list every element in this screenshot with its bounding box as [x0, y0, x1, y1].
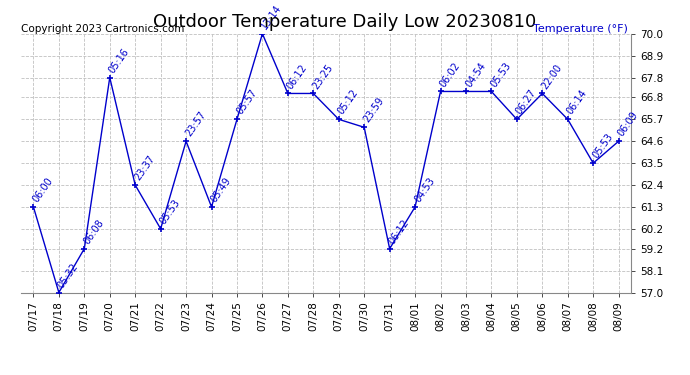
Text: 23:37: 23:37 [132, 154, 157, 182]
Text: 23:25: 23:25 [310, 62, 335, 91]
Text: 06:12: 06:12 [387, 217, 411, 246]
Text: 06:27: 06:27 [514, 88, 538, 117]
Text: Temperature (°F): Temperature (°F) [533, 24, 628, 34]
Text: 05:16: 05:16 [107, 46, 131, 75]
Text: 05:53: 05:53 [591, 132, 615, 160]
Text: 04:53: 04:53 [413, 176, 437, 204]
Text: 05:12: 05:12 [336, 88, 360, 117]
Text: 05:57: 05:57 [235, 88, 259, 117]
Text: 06:14: 06:14 [565, 88, 589, 117]
Text: 06:09: 06:09 [616, 110, 640, 138]
Text: 04:54: 04:54 [463, 60, 488, 89]
Text: 06:00: 06:00 [31, 176, 55, 204]
Text: 05:53: 05:53 [158, 197, 182, 226]
Text: 05:53: 05:53 [489, 60, 513, 89]
Text: 06:02: 06:02 [438, 60, 462, 89]
Text: 06:12: 06:12 [285, 62, 309, 91]
Text: Outdoor Temperature Daily Low 20230810: Outdoor Temperature Daily Low 20230810 [153, 13, 537, 31]
Text: 23:59: 23:59 [362, 96, 386, 124]
Text: 23:57: 23:57 [184, 110, 208, 138]
Text: 05:32: 05:32 [56, 261, 81, 290]
Text: 13:14: 13:14 [259, 3, 284, 31]
Text: Copyright 2023 Cartronics.com: Copyright 2023 Cartronics.com [21, 24, 184, 34]
Text: 05:49: 05:49 [209, 176, 233, 204]
Text: 22:00: 22:00 [540, 62, 564, 91]
Text: 06:08: 06:08 [81, 217, 106, 246]
